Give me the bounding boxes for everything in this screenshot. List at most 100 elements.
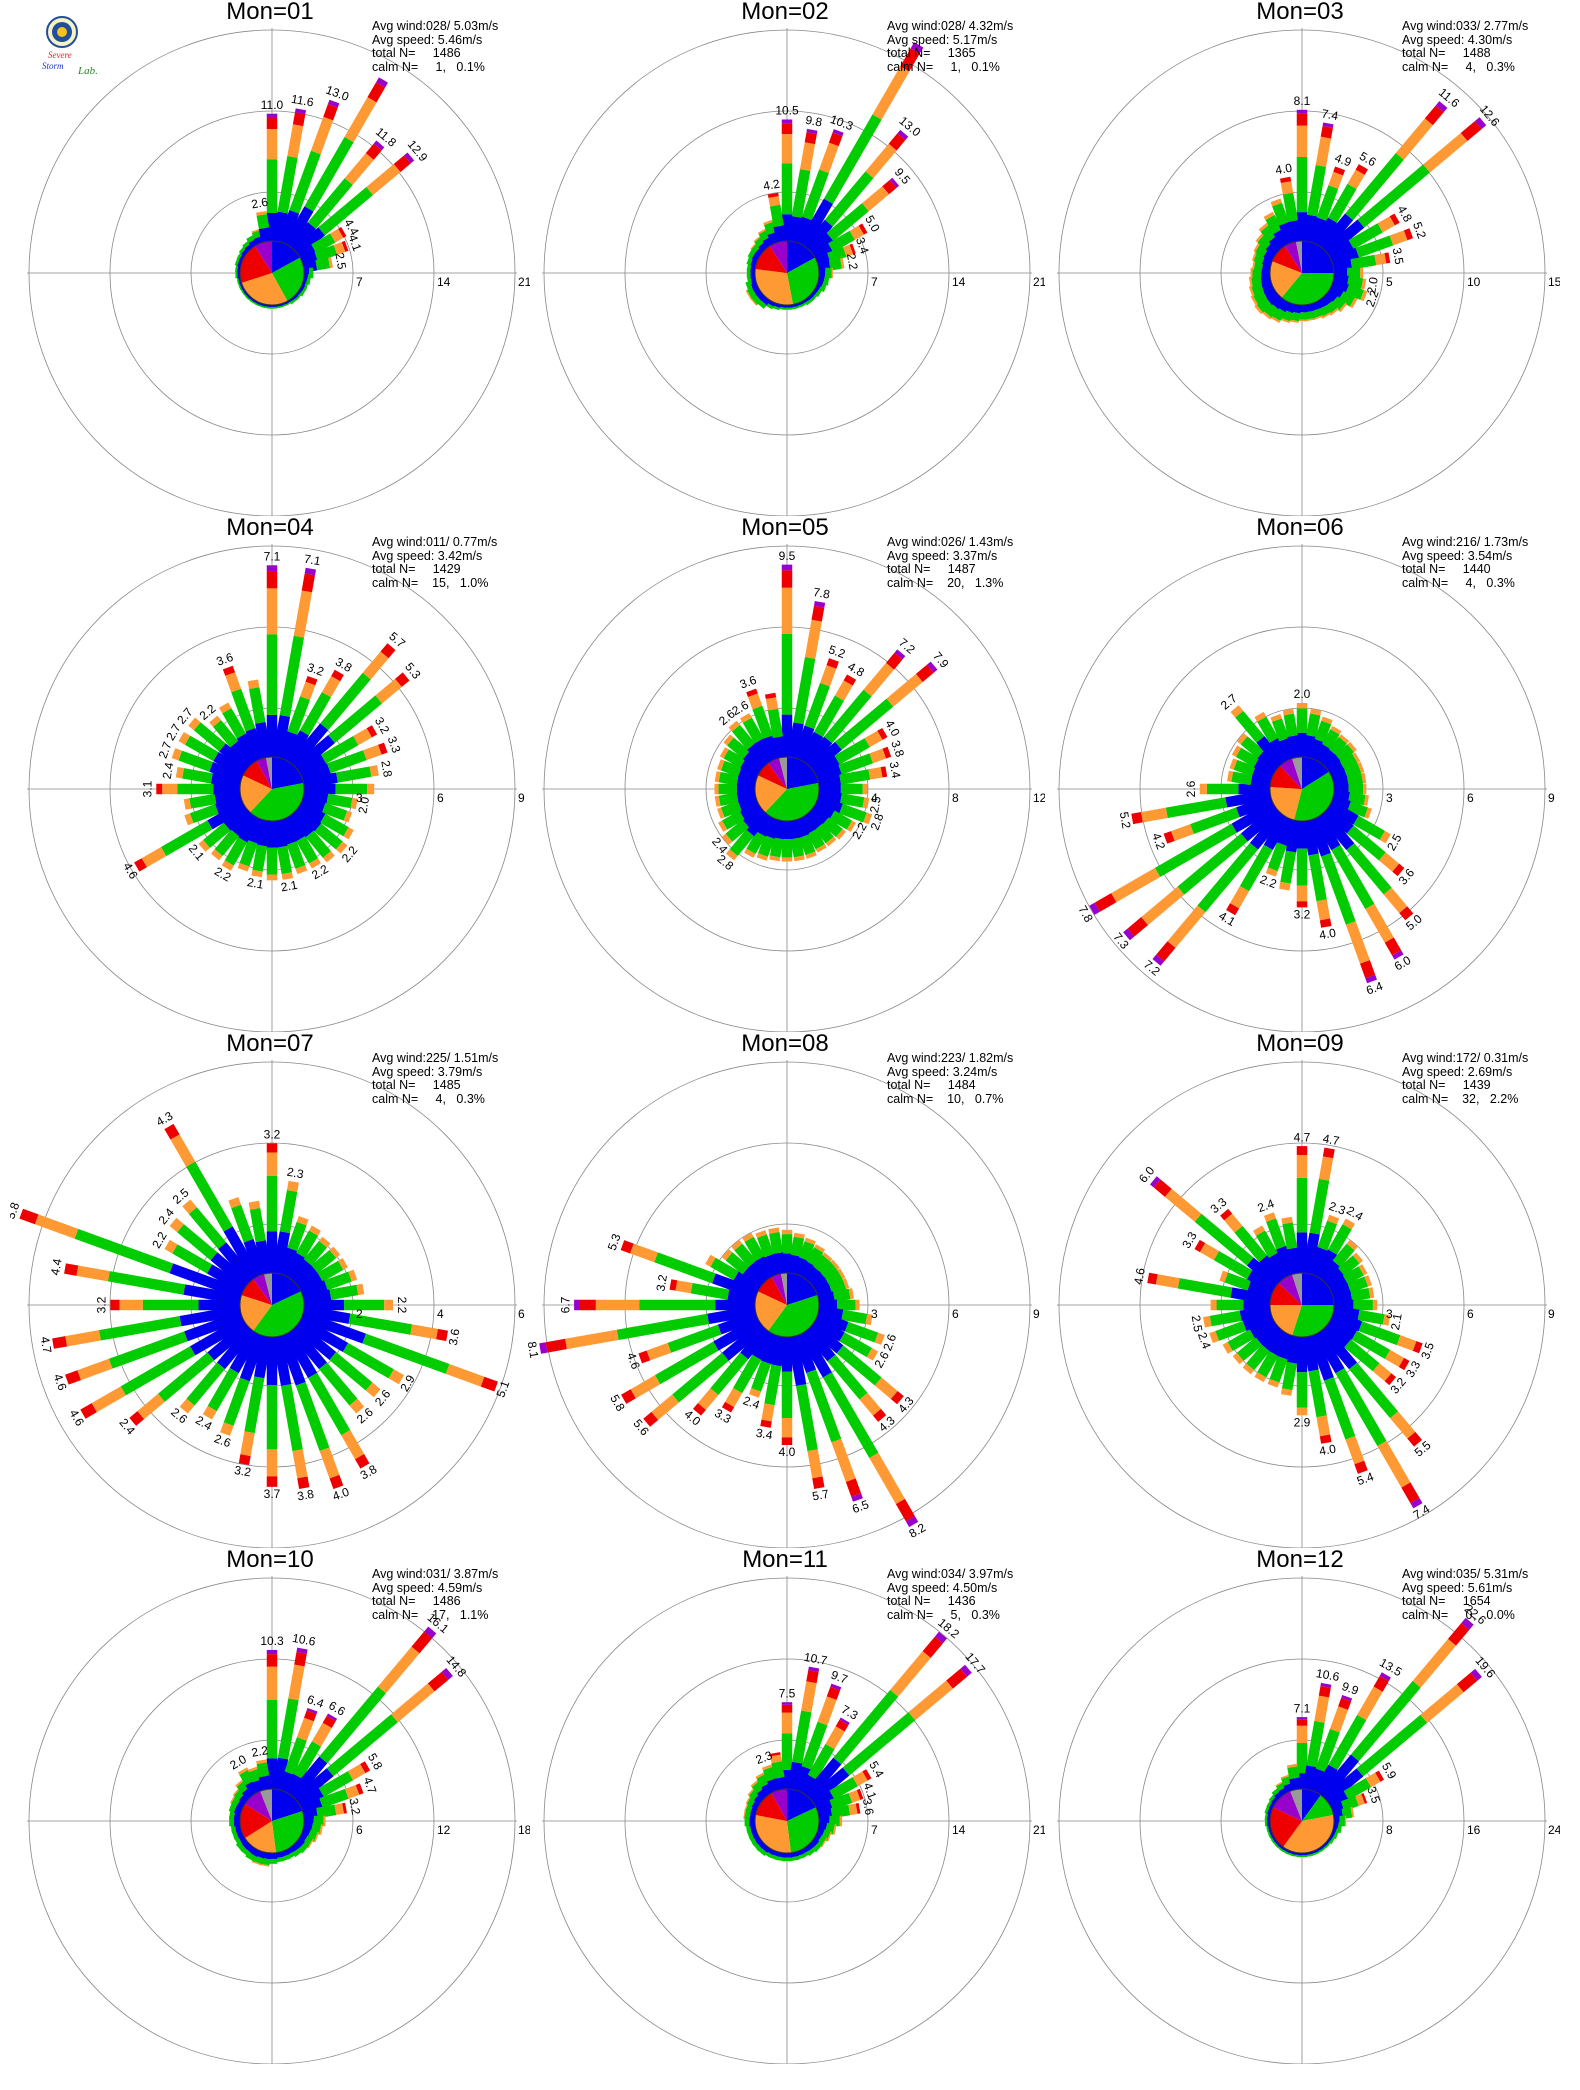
petal-segment (762, 1764, 773, 1771)
petal-segment (65, 1370, 81, 1385)
petal-label: 9.8 (804, 113, 823, 130)
petal-label: 2.2 (1258, 872, 1279, 891)
pie-slice (787, 1273, 818, 1305)
petal-segment (1261, 1326, 1286, 1352)
petal-label: 2.6 (880, 1332, 899, 1353)
petal-segment (771, 1335, 787, 1367)
petal-segment (1323, 289, 1338, 305)
petal-segment (137, 1393, 165, 1420)
petal-segment (814, 823, 834, 844)
petal-segment (231, 1828, 239, 1841)
petal-segment (748, 1834, 758, 1847)
petal-segment (1275, 1780, 1286, 1787)
petal-segment (295, 1381, 330, 1452)
petal-segment (77, 1358, 113, 1381)
petal-segment (1263, 1212, 1277, 1222)
petal-segment (210, 1252, 251, 1289)
pie-slice (1292, 1273, 1302, 1305)
petal-segment (1317, 1220, 1337, 1251)
pie-slice (787, 1807, 819, 1853)
petal-segment (283, 1252, 306, 1280)
petal-segment (1382, 1314, 1391, 1326)
stats-line: Avg speed: 3.24m/s (887, 1064, 998, 1079)
petal-segment (817, 789, 842, 804)
ring-label: 12 (1033, 791, 1045, 805)
petal-segment (318, 1771, 354, 1798)
petal-segment (193, 722, 226, 752)
petal-label: 10.6 (291, 1631, 317, 1649)
petal-segment (302, 1289, 332, 1305)
petal-label: 6.4 (305, 1692, 326, 1711)
petal-segment (755, 1255, 776, 1280)
petal-segment (828, 258, 842, 271)
petal-segment (960, 1664, 972, 1677)
petal-segment (769, 1849, 781, 1858)
petal-segment (733, 1271, 762, 1294)
petal-segment (288, 222, 316, 252)
petal-segment (1309, 708, 1322, 716)
petal-segment (815, 1827, 825, 1840)
petal-segment (314, 823, 343, 850)
petal-segment (1412, 1638, 1457, 1688)
petal-segment (302, 1835, 313, 1848)
petal-segment (846, 820, 856, 832)
petal-segment (1177, 1278, 1233, 1298)
petal-segment (798, 198, 834, 248)
petal-segment (1332, 273, 1349, 287)
petal-label: 2.6 (1184, 780, 1198, 797)
petal-segment (248, 237, 261, 248)
petal-segment (300, 681, 316, 700)
petal-segment (822, 817, 843, 838)
stats-line: Avg speed: 3.42m/s (372, 548, 483, 563)
petal-segment (1327, 1316, 1358, 1340)
wind-rose-panel: 4 8 12 9.5 7.8 5.2 4.8 7.2 7.9 4.0 3.8 3.4 2.5 2.8 2.2… (525, 514, 1045, 1032)
petal-segment (746, 253, 754, 266)
petal-segment (326, 793, 353, 809)
petal-segment (295, 865, 308, 875)
petal-segment (210, 773, 242, 789)
stats-line: calm N= 4, 0.3% (1402, 59, 1515, 74)
ring-label: 21 (1033, 1823, 1045, 1837)
petal-segment (253, 235, 266, 245)
petal-label: 3.2 (305, 660, 326, 679)
petal-segment (348, 1313, 413, 1335)
petal-segment (388, 1369, 405, 1385)
petal-segment (765, 697, 779, 711)
petal-segment (236, 249, 245, 260)
petal-segment (1373, 1675, 1389, 1692)
petal-segment (1269, 737, 1291, 764)
panel-stats: Avg wind:035/ 5.31m/s Avg speed: 5.61m/s t… (1402, 1567, 1528, 1622)
petal-segment (772, 1252, 787, 1275)
petal-segment (1313, 298, 1327, 311)
petal-segment (315, 257, 331, 271)
stats-line: Avg wind:028/ 5.03m/s (372, 19, 499, 33)
petal-segment (749, 296, 758, 306)
petal-segment (237, 1832, 247, 1845)
petal-segment (742, 1266, 766, 1289)
pie-slice (1294, 771, 1334, 821)
petal-segment (812, 1277, 830, 1294)
petal-label: 3.4 (853, 235, 872, 256)
petal-segment (1262, 284, 1277, 300)
petal-segment (1396, 1335, 1417, 1351)
petal-label: 3.6 (215, 650, 236, 669)
petal-segment (1327, 240, 1354, 262)
petal-segment (218, 1242, 256, 1284)
petal-segment (164, 1239, 178, 1254)
petal-segment (836, 828, 846, 840)
petal-segment (255, 721, 272, 759)
petal-segment (717, 1311, 759, 1335)
petal-segment (849, 243, 856, 255)
stats-line: Avg speed: 5.61m/s (1402, 1580, 1513, 1595)
petal-segment (278, 1333, 306, 1386)
petal-segment (1365, 1772, 1381, 1788)
pie-outline (754, 756, 820, 822)
petal-segment (228, 1800, 238, 1813)
petal-segment (828, 1279, 847, 1295)
petal-segment (750, 293, 762, 305)
petal-segment (170, 1134, 196, 1167)
petal-segment (801, 1681, 817, 1713)
petal-segment (229, 1793, 237, 1804)
petal-segment (672, 1352, 729, 1403)
